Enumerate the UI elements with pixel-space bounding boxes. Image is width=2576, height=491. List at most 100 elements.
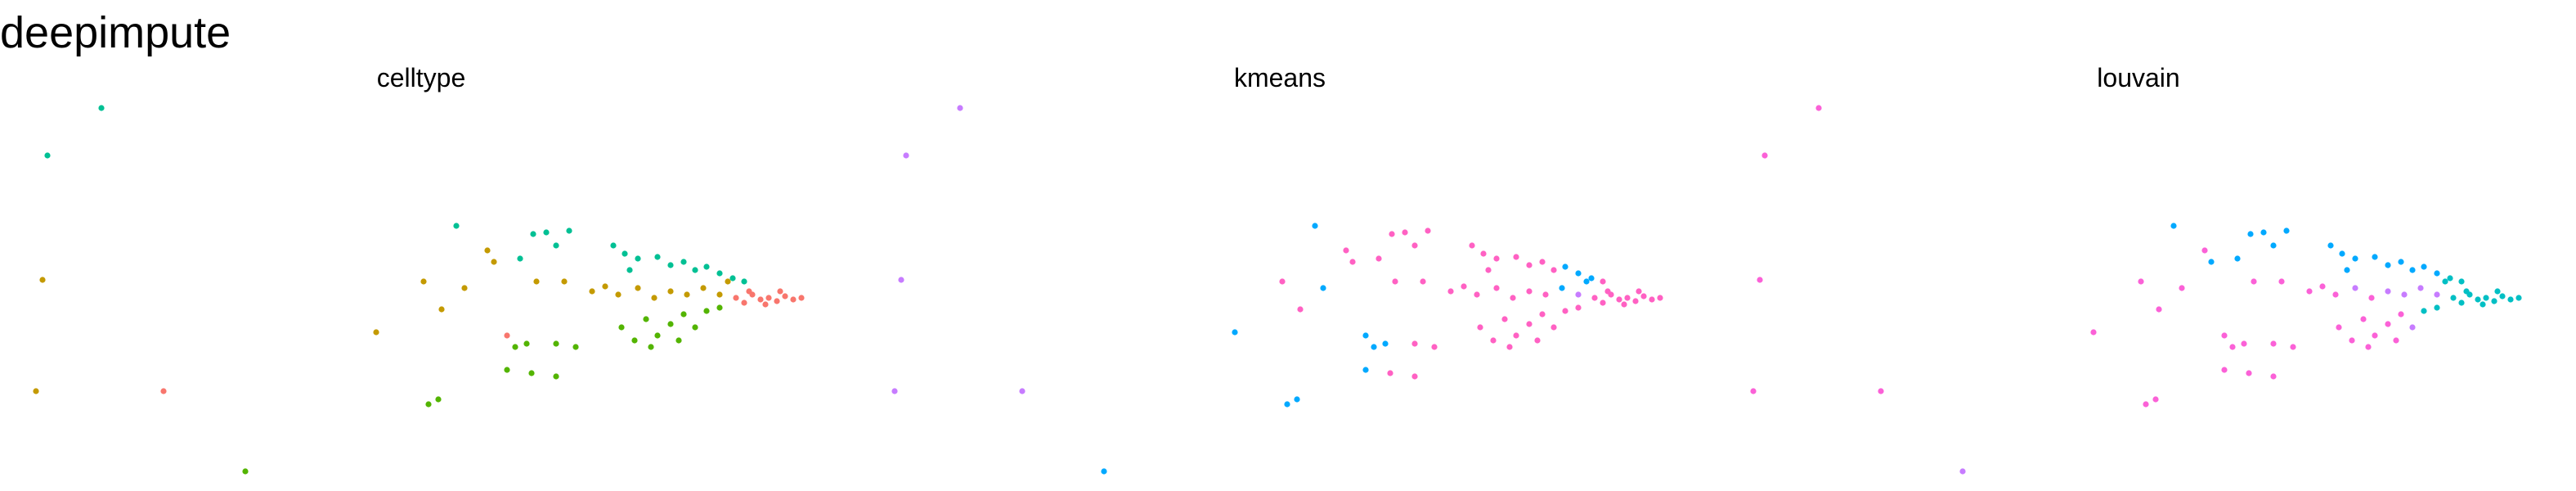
point — [2491, 298, 2497, 304]
point — [1362, 332, 1369, 339]
point — [667, 262, 674, 268]
panel: kmeans — [891, 63, 1663, 475]
point — [2480, 301, 2486, 308]
point — [39, 277, 46, 283]
point — [2409, 267, 2416, 273]
point — [2401, 291, 2408, 298]
point — [2507, 296, 2514, 303]
point — [1878, 388, 1884, 394]
point — [700, 285, 707, 291]
point — [703, 264, 710, 270]
point — [2156, 306, 2162, 313]
point — [2365, 344, 2372, 350]
point — [1312, 223, 1318, 229]
point — [504, 332, 510, 339]
point — [1284, 401, 1290, 408]
point — [2221, 367, 2228, 373]
panel: louvain — [1750, 63, 2522, 475]
point — [1431, 344, 1438, 350]
point — [790, 296, 797, 303]
point — [2463, 288, 2470, 295]
point — [2290, 344, 2296, 350]
point — [1959, 468, 1966, 475]
point — [435, 396, 442, 403]
point — [2398, 259, 2404, 265]
point — [777, 288, 783, 295]
point — [561, 278, 568, 285]
point — [2270, 242, 2277, 249]
point — [2327, 242, 2334, 249]
point — [680, 311, 687, 318]
point — [491, 259, 497, 265]
point — [2515, 295, 2522, 301]
point — [1294, 396, 1300, 403]
point — [484, 247, 491, 254]
point — [1562, 308, 1568, 314]
point — [1575, 291, 1582, 298]
point — [566, 227, 572, 234]
point — [2270, 340, 2277, 347]
point — [716, 291, 723, 298]
point — [1389, 231, 1395, 237]
point — [1349, 259, 1356, 265]
point — [2278, 278, 2285, 285]
point — [589, 288, 595, 295]
point — [2352, 255, 2358, 262]
point — [1297, 306, 1304, 313]
point — [2143, 401, 2149, 408]
point — [533, 278, 540, 285]
point — [729, 275, 736, 282]
point — [2434, 270, 2440, 277]
point — [504, 367, 510, 373]
point — [1402, 229, 1408, 236]
point — [1425, 227, 1431, 234]
point — [716, 304, 723, 311]
point — [2152, 396, 2159, 403]
point — [692, 324, 698, 331]
point — [2409, 324, 2416, 331]
point — [1757, 277, 1763, 283]
point — [2179, 285, 2185, 291]
point — [1101, 468, 1107, 475]
point — [957, 105, 963, 111]
point — [1411, 373, 1418, 380]
point — [517, 255, 523, 262]
point — [1411, 242, 1418, 249]
point — [651, 295, 657, 301]
point — [703, 308, 710, 314]
point — [898, 277, 904, 283]
point — [1583, 278, 1590, 285]
point — [1480, 250, 1487, 257]
point — [643, 316, 649, 322]
point — [684, 291, 690, 298]
point — [1591, 295, 1598, 301]
point — [2385, 288, 2391, 295]
point — [2349, 337, 2355, 344]
point — [716, 270, 723, 277]
point — [2360, 316, 2367, 322]
point — [1387, 370, 1393, 376]
point — [2499, 293, 2506, 300]
point — [891, 388, 898, 394]
point — [1320, 285, 1326, 291]
point — [438, 306, 445, 313]
point — [654, 332, 661, 339]
point — [1636, 288, 1642, 295]
point — [1510, 295, 1516, 301]
point — [425, 401, 432, 408]
point — [1513, 254, 1519, 260]
point — [2138, 278, 2144, 285]
point — [2246, 370, 2252, 376]
figure-title: deepimpute — [0, 8, 231, 57]
panel-title: kmeans — [1234, 63, 1326, 92]
point — [1559, 285, 1565, 291]
point — [2458, 278, 2465, 285]
point — [1376, 255, 1382, 262]
point — [1490, 337, 1497, 344]
point — [2260, 229, 2267, 236]
point — [1506, 344, 1513, 350]
point — [1542, 291, 1549, 298]
point — [1534, 337, 1541, 344]
point — [572, 344, 579, 350]
point — [1621, 301, 1627, 308]
